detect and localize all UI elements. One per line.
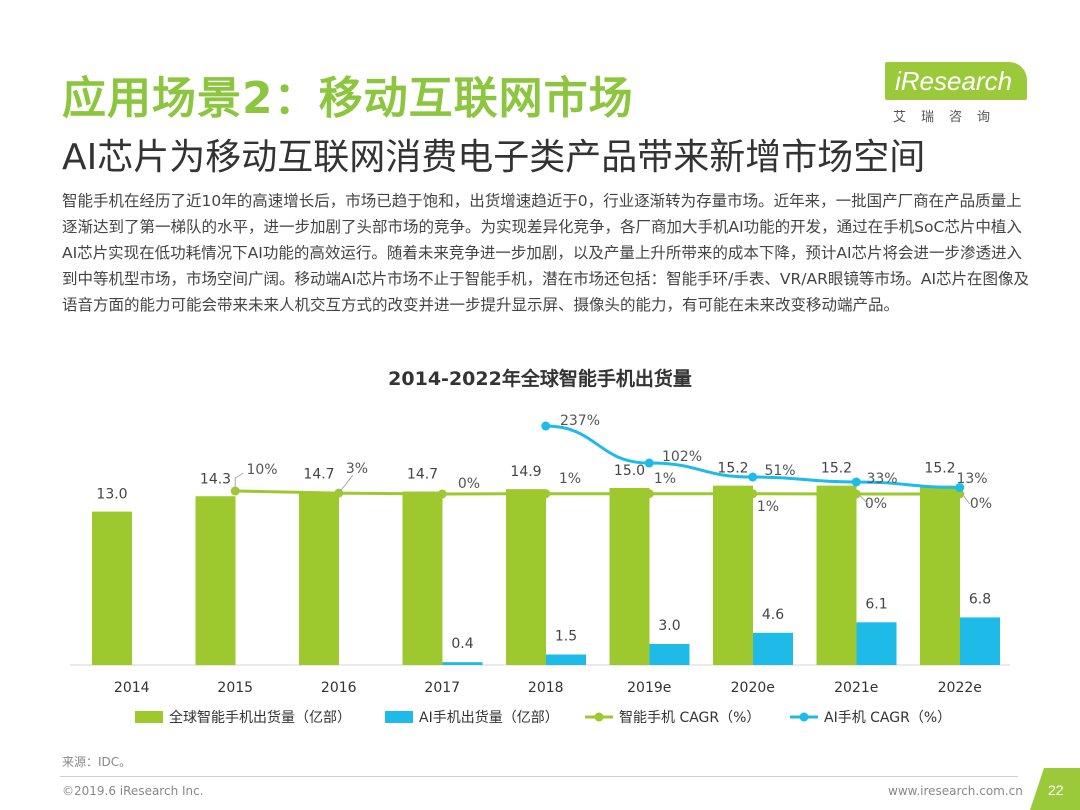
bar-label-smartphone: 15.2 [821,461,852,477]
x-tick-label: 2022e [938,680,982,696]
page-title: 应用场景2：移动互联网市场 [62,73,634,124]
bar-smartphone-shipment [506,489,546,665]
cagr-label-smartphone: 1% [559,471,581,487]
line-smartphone-cagr [235,489,960,496]
bar-smartphone-shipment [92,511,132,665]
iresearch-logo: iResearch 艾瑞咨询 [885,62,1035,132]
page-corner [1030,768,1080,810]
bar-ai-phone-shipment [649,644,690,665]
bar-smartphone-shipment [299,491,339,665]
x-tick-label: 2019e [627,680,671,696]
bar-label-ai-phone: 6.1 [865,596,887,612]
point-ai-phone-cagr [955,482,965,492]
copyright-text: ©2019.6 iResearch Inc. [62,784,204,798]
website-text: www.iresearch.com.cn [888,784,1023,798]
x-tick-label: 2017 [424,680,460,696]
x-tick-label: 2020e [731,680,775,696]
point-smartphone-cagr [541,489,551,499]
bar-smartphone-shipment [402,491,443,665]
x-tick-label: 2015 [217,680,253,696]
bar-ai-phone-shipment [442,662,483,665]
bar-ai-phone-shipment [753,632,793,665]
bar-smartphone-shipment [609,488,650,665]
legend-label: 全球智能手机出货量（亿部） [169,709,351,726]
bar-label-smartphone: 14.7 [407,467,438,483]
cagr-label-smartphone: 3% [346,461,368,477]
point-smartphone-cagr [851,489,861,499]
chart-title: 2014-2022年全球智能手机出货量 [388,368,692,390]
legend-swatch [135,711,163,723]
bar-label-smartphone: 15.2 [717,461,748,477]
cagr-label-smartphone: 1% [654,471,676,487]
cagr-label-smartphone: 1% [757,499,779,515]
bar-label-smartphone: 14.7 [303,467,334,483]
bar-ai-phone-shipment [856,622,897,665]
point-ai-phone-cagr [851,477,861,487]
legend-swatch-marker [594,712,604,722]
point-smartphone-cagr [644,489,654,499]
legend-swatch-marker [799,712,809,722]
point-smartphone-cagr [748,489,758,499]
shipment-chart: 13.0 14.3 14.7 14.7 14.9 15.0 15.2 15.2 15.2 0.4 1… [70,413,1010,726]
x-tick-label: 2014 [114,680,150,696]
point-ai-phone-cagr [541,421,551,431]
bar-label-ai-phone: 6.8 [969,591,991,607]
legend-label: AI手机 CAGR（%） [824,710,951,726]
cagr-label-ai-phone: 33% [866,471,897,487]
bar-label-smartphone: 15.2 [924,461,955,477]
leader-line [234,472,244,491]
leader-line [859,495,869,505]
source-note: 来源：IDC。 [62,755,132,769]
bar-label-smartphone: 13.0 [96,487,127,503]
cagr-label-smartphone: 0% [865,496,887,512]
bar-smartphone-shipment [195,496,236,665]
body-paragraph: 智能手机在经历了近10年的高速增长后，市场已趋于饱和，出货增速趋近于0，行业逐渐… [62,192,1030,314]
leader-line [338,474,354,494]
cagr-label-smartphone: 0% [458,476,480,492]
cagr-label-smartphone: 0% [970,496,992,512]
x-tick-label: 2021e [834,680,878,696]
cagr-label-ai-phone: 102% [662,449,702,465]
bar-label-ai-phone: 3.0 [658,618,680,634]
cagr-label-ai-phone: 13% [956,471,987,487]
legend-label: AI手机出货量（亿部） [419,709,559,726]
page-subtitle: AI芯片为移动互联网消费电子类产品带来新增市场空间 [62,137,926,178]
logo-badge: iResearch [885,62,1027,100]
point-smartphone-cagr [437,489,447,499]
bar-ai-phone-shipment [960,617,1000,665]
bar-label-smartphone: 14.9 [510,464,541,480]
logo-subtext: 艾瑞咨询 [893,110,1006,125]
legend-swatch [385,711,413,723]
cagr-label-smartphone: 10% [246,462,277,478]
bar-label-ai-phone: 1.5 [555,629,577,645]
bar-label-smartphone: 14.3 [200,471,231,487]
footer-divider [60,776,1018,777]
point-smartphone-cagr [955,489,965,499]
leader-line [963,495,971,505]
logo-text: iResearch [895,66,1013,96]
x-tick-label: 2016 [321,680,357,696]
point-ai-phone-cagr [748,472,758,482]
x-tick-label: 2018 [528,680,564,696]
point-ai-phone-cagr [644,458,654,468]
legend-label: 智能手机 CAGR（%） [619,710,760,726]
cagr-label-ai-phone: 51% [764,463,795,479]
page-number: 22 [1048,782,1064,798]
bar-label-smartphone: 15.0 [614,463,645,479]
cagr-label-ai-phone: 237% [560,413,600,429]
bar-smartphone-shipment [920,485,960,665]
bar-label-ai-phone: 4.6 [762,607,784,623]
bar-smartphone-shipment [816,485,857,665]
bar-ai-phone-shipment [546,654,586,665]
bar-label-ai-phone: 0.4 [451,636,473,652]
bar-smartphone-shipment [713,485,753,665]
